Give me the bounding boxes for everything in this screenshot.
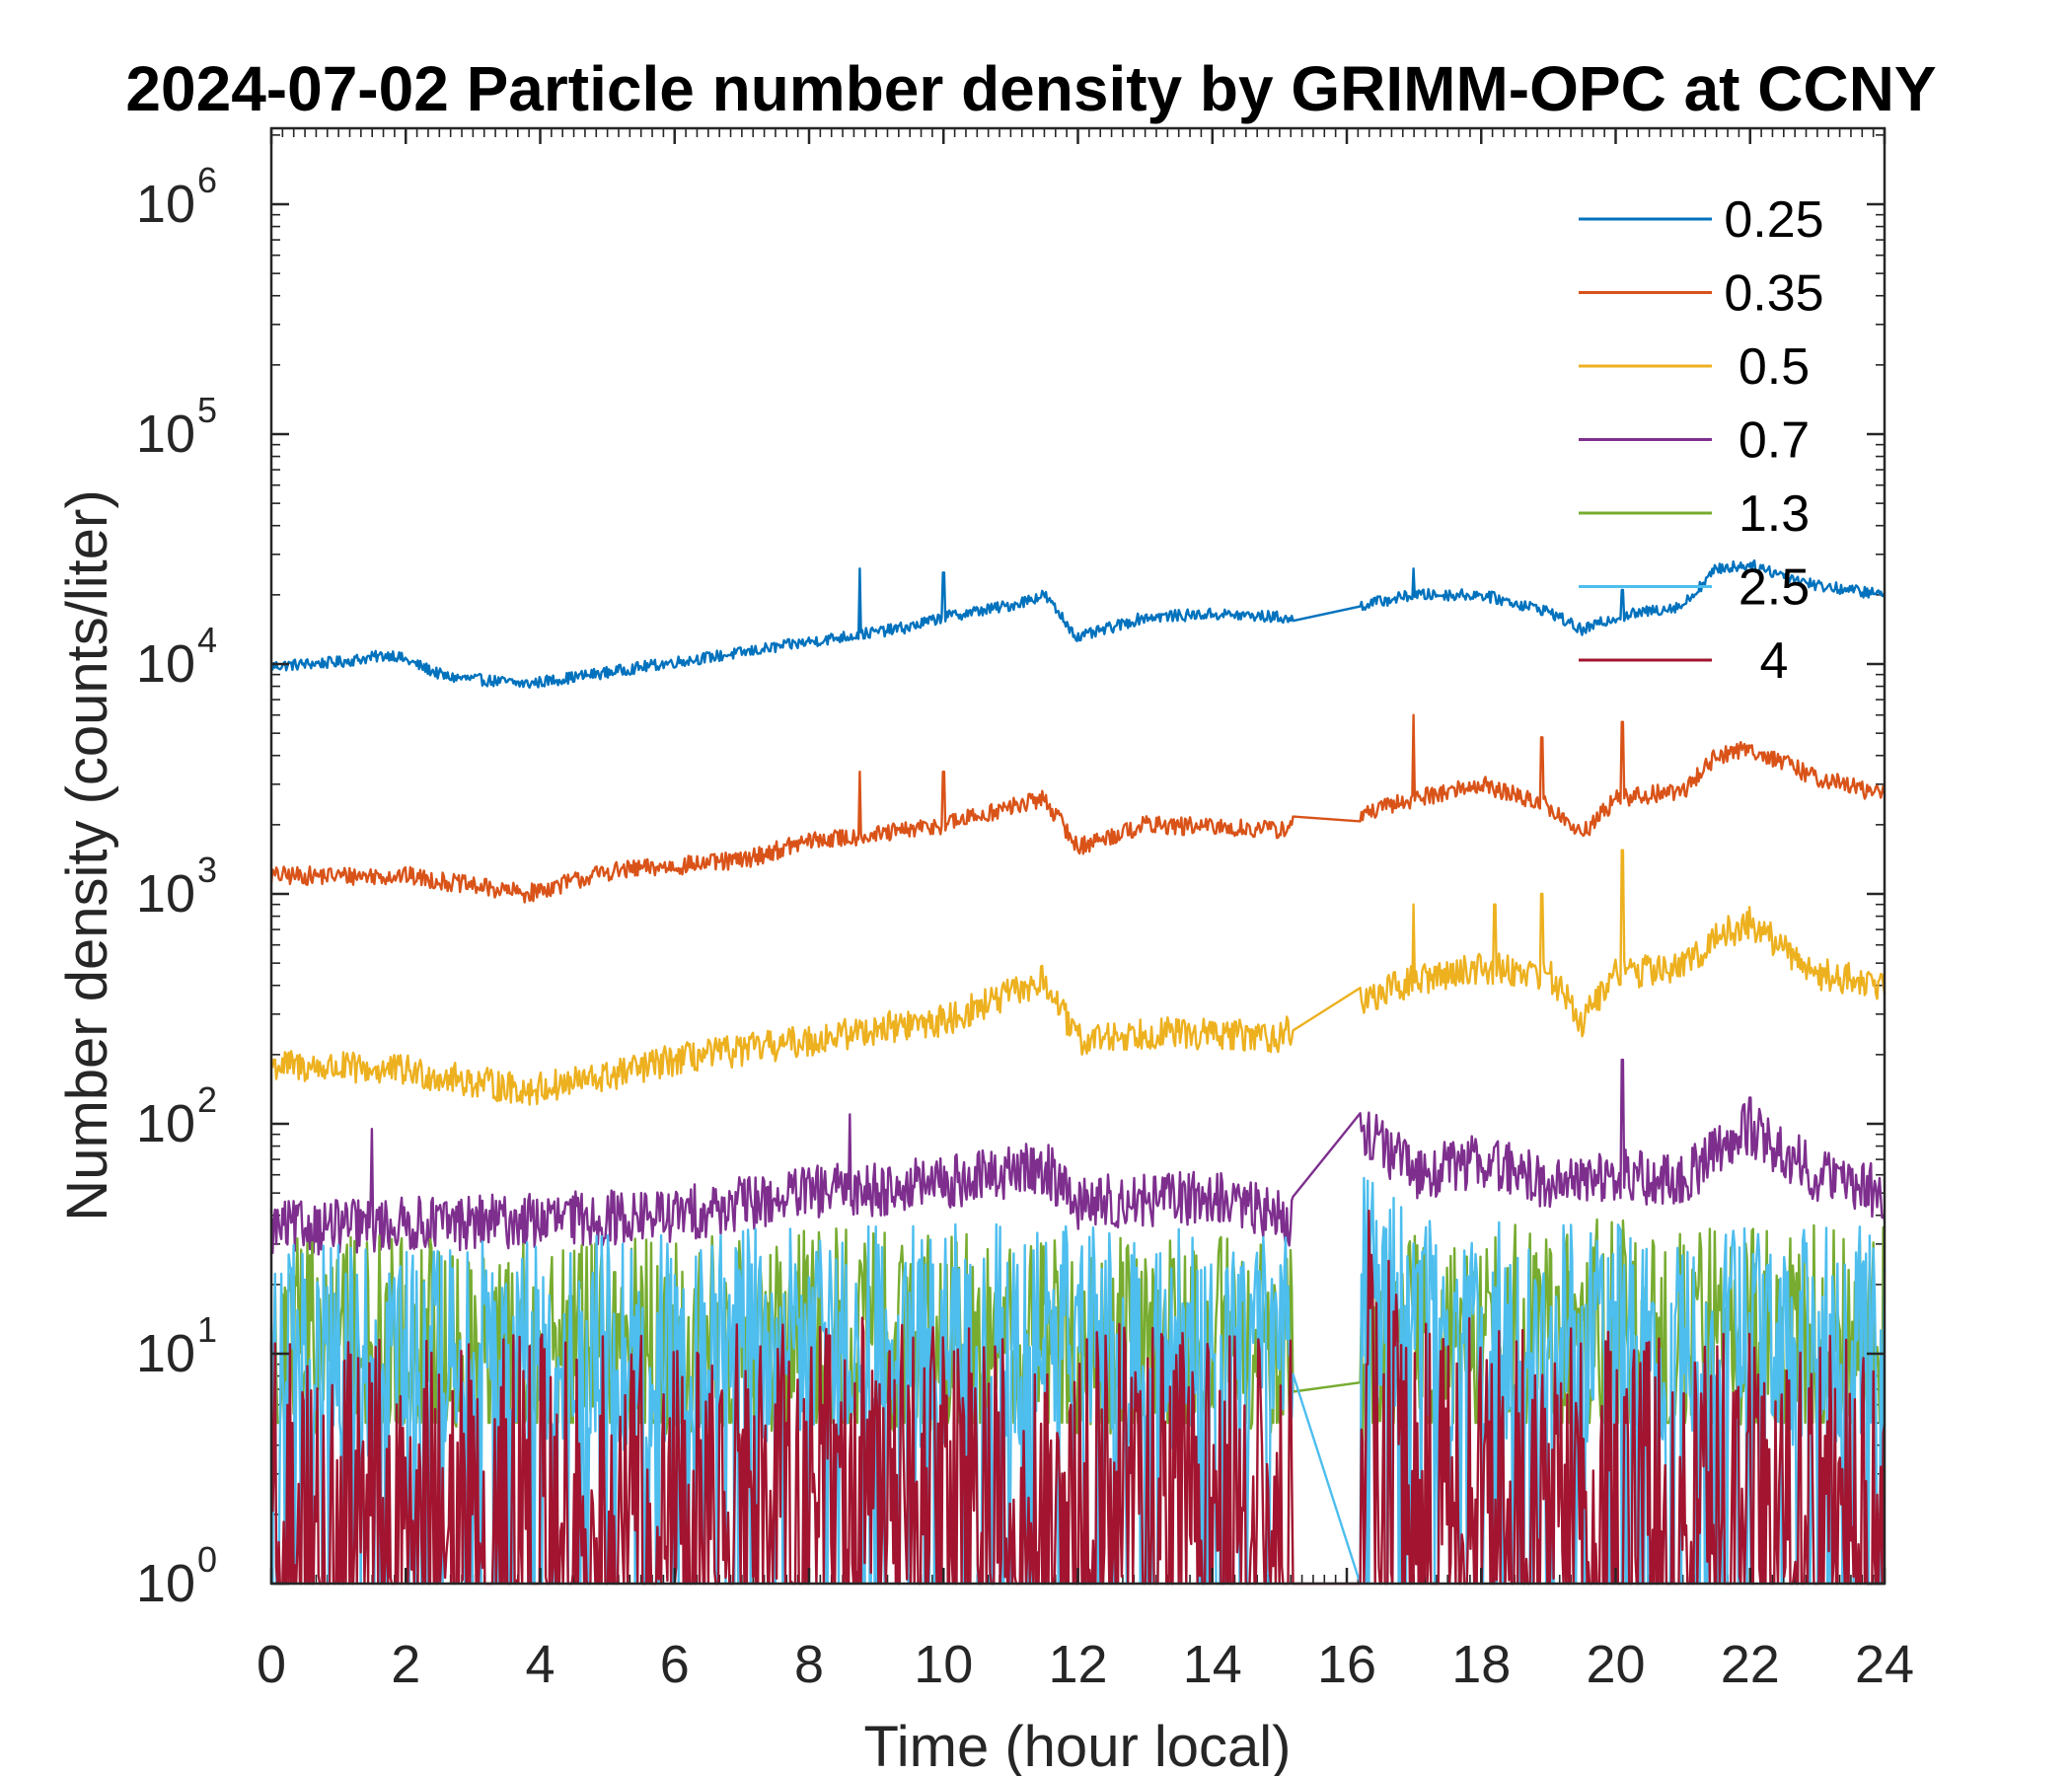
y-tick-label: 10 (136, 175, 195, 234)
chart-title: 2024-07-02 Particle number density by GR… (125, 53, 1936, 124)
y-tick-label: 10 (136, 1324, 195, 1383)
y-tick-label: 10 (136, 1554, 195, 1613)
x-axis: 0 2 4 6 8 10 12 14 16 18 20 22 24 (257, 128, 1914, 1694)
legend-label: 2.5 (1739, 559, 1810, 617)
series-line-0-5 (270, 849, 1887, 1106)
x-tick-label: 24 (1855, 1635, 1914, 1694)
legend-label: 0.35 (1724, 265, 1823, 323)
x-tick-label: 0 (257, 1635, 286, 1694)
legend-label: 0.25 (1724, 191, 1823, 249)
y-tick-exponent: 1 (197, 1309, 217, 1350)
x-tick-label: 8 (794, 1635, 824, 1694)
y-axis-label: Number density (counts/liter) (55, 489, 119, 1221)
x-tick-label: 10 (914, 1635, 973, 1694)
legend-label: 0.7 (1739, 412, 1810, 470)
y-tick-exponent: 0 (197, 1539, 217, 1580)
x-tick-label: 6 (660, 1635, 690, 1694)
x-tick-label: 4 (525, 1635, 555, 1694)
legend: 0.25 0.35 0.5 0.7 1.3 2.5 4 (1579, 191, 1824, 690)
series-line-0-7 (269, 1058, 1887, 1256)
legend-label: 0.5 (1739, 338, 1810, 396)
y-tick-label: 10 (136, 864, 195, 924)
x-tick-label: 16 (1317, 1635, 1376, 1694)
x-tick-label: 2 (391, 1635, 420, 1694)
legend-label: 4 (1760, 632, 1789, 690)
y-tick-label: 10 (136, 405, 195, 464)
x-tick-label: 20 (1586, 1635, 1645, 1694)
series-line-4 (269, 1209, 1887, 1586)
plot-series (269, 558, 1887, 1586)
y-tick-exponent: 4 (197, 620, 217, 660)
x-tick-label: 12 (1048, 1635, 1107, 1694)
legend-label: 1.3 (1739, 485, 1810, 543)
y-tick-exponent: 6 (197, 160, 217, 200)
y-tick-exponent: 3 (197, 850, 217, 890)
y-tick-label: 10 (136, 1094, 195, 1153)
y-tick-exponent: 5 (197, 390, 217, 430)
series-line-0-25 (269, 558, 1887, 689)
x-axis-label: Time (hour local) (864, 1715, 1292, 1776)
x-tick-label: 22 (1721, 1635, 1780, 1694)
x-tick-label: 18 (1451, 1635, 1511, 1694)
x-tick-label: 14 (1183, 1635, 1242, 1694)
series-line-0-35 (269, 713, 1887, 904)
y-tick-label: 10 (136, 634, 195, 694)
y-tick-exponent: 2 (197, 1079, 217, 1120)
